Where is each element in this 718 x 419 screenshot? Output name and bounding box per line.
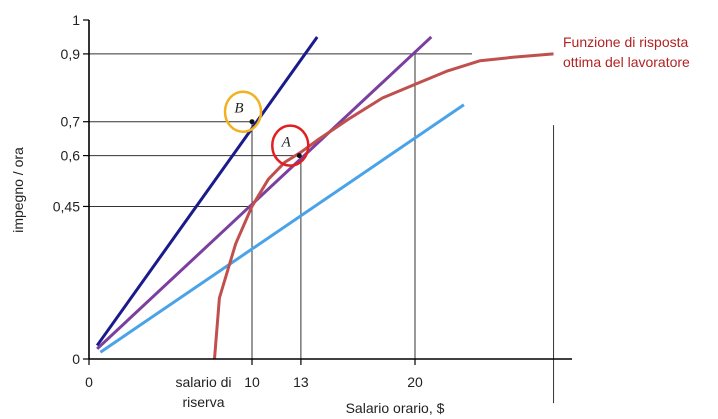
x-tick-label: 13: [293, 374, 309, 390]
x-axis-title: Salario orario, $: [346, 400, 445, 416]
point-b-dot: [249, 119, 255, 125]
point-a-dot: [296, 153, 302, 159]
y-tick-label: 0,45: [53, 198, 80, 214]
y-tick-label: 0,9: [61, 46, 81, 62]
point-label: A: [281, 135, 292, 151]
chart-points: BA: [223, 90, 310, 167]
series-line-0: [95, 36, 319, 347]
x-tick-label: 20: [407, 374, 423, 390]
y-tick-label: 0,6: [61, 148, 81, 164]
response-function-label-line1: Funzione di risposta: [563, 34, 689, 50]
point-a-circle: [271, 124, 310, 167]
best-response-curve: [213, 52, 554, 360]
point-b-circle: [223, 90, 263, 133]
response-function-label-line2: ottima del lavoratore: [563, 54, 690, 70]
series-line-1: [96, 35, 433, 350]
x-reservation-label: salario di: [175, 374, 231, 390]
x-tick-label: 0: [85, 374, 93, 390]
series-line-2: [99, 103, 465, 354]
y-tick-label: 0,7: [61, 114, 81, 130]
y-axis-title: impegno / ora: [10, 147, 26, 233]
x-tick-label: 10: [244, 374, 260, 390]
y-tick-label: 0: [72, 351, 80, 367]
y-tick-label: 1: [72, 12, 80, 28]
chart-series: [95, 35, 554, 360]
chart-axes: [88, 20, 572, 360]
guide-lines: [89, 53, 555, 404]
x-reservation-label: riserva: [183, 394, 225, 410]
point-label: B: [234, 101, 243, 117]
